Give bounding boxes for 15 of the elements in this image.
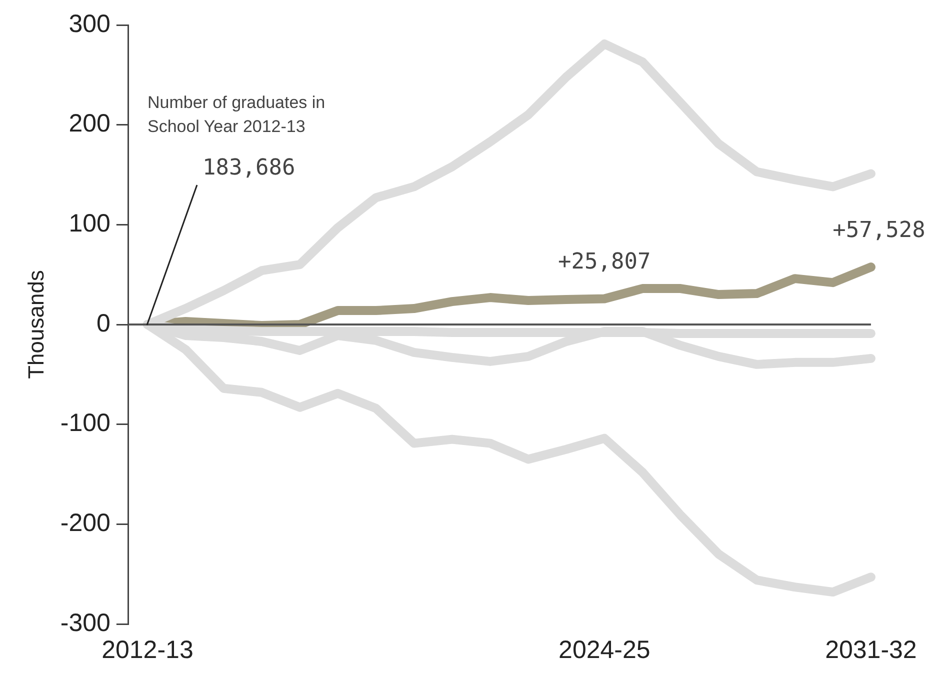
- y-tick-label: 0: [96, 309, 110, 338]
- x-tick-label: 2012-13: [102, 636, 194, 664]
- annotation: 183,686: [202, 156, 296, 180]
- annotation: +25,807: [558, 250, 651, 275]
- y-tick-label: 100: [68, 210, 110, 238]
- x-tick-label: 2024-25: [558, 636, 650, 664]
- annotation: +57,528: [832, 218, 926, 244]
- y-tick-label: -100: [60, 409, 110, 438]
- x-tick-label: 2031-32: [825, 636, 917, 664]
- y-tick-label: -300: [60, 608, 110, 637]
- y-tick-label: 300: [68, 10, 110, 38]
- y-tick-label: -200: [60, 509, 110, 538]
- y-axis-title: Thousands: [23, 270, 48, 379]
- y-tick-label: 200: [68, 110, 110, 138]
- annotation: Number of graduates in School Year 2012-13: [147, 93, 326, 136]
